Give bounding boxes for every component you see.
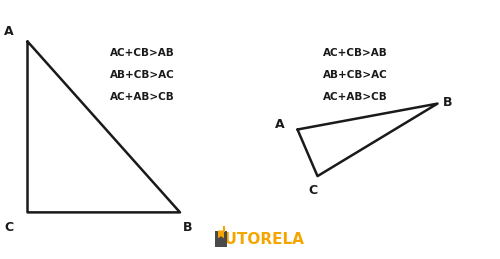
Polygon shape bbox=[214, 231, 226, 247]
Text: AC+AB>CB: AC+AB>CB bbox=[110, 92, 175, 102]
Text: AB+CB>AC: AB+CB>AC bbox=[322, 70, 387, 80]
Text: TUTORELA: TUTORELA bbox=[215, 232, 305, 247]
Text: AC+CB>AB: AC+CB>AB bbox=[110, 48, 175, 58]
Polygon shape bbox=[218, 231, 224, 238]
Text: AB+CB>AC: AB+CB>AC bbox=[110, 70, 175, 80]
Text: B: B bbox=[443, 96, 452, 109]
Text: AC+CB>AB: AC+CB>AB bbox=[322, 48, 387, 58]
Text: B: B bbox=[183, 221, 192, 234]
Text: A: A bbox=[4, 25, 14, 38]
Text: AC+AB>CB: AC+AB>CB bbox=[322, 92, 387, 102]
Text: A: A bbox=[275, 118, 285, 131]
Text: C: C bbox=[308, 184, 317, 197]
Text: C: C bbox=[4, 221, 14, 234]
